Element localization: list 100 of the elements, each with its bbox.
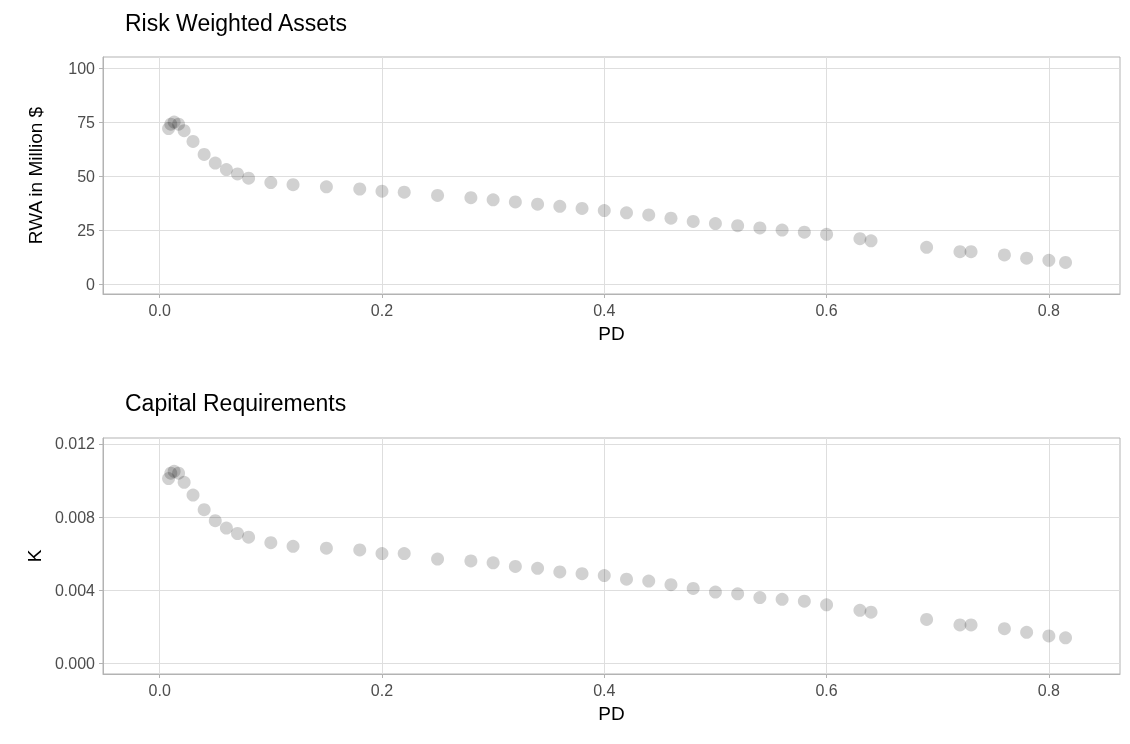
point: [508, 195, 522, 209]
point: [553, 199, 567, 213]
x-tick-label: 0.4: [593, 301, 616, 319]
x-tick-label: 0.0: [148, 301, 171, 319]
x-axis-title: PD: [598, 323, 625, 344]
point: [219, 163, 233, 177]
x-tick-label: 0.6: [815, 301, 838, 319]
y-tick-label: 0.012: [54, 435, 96, 453]
point: [920, 240, 934, 254]
point: [319, 180, 333, 194]
x-tick-label: 0.2: [370, 681, 394, 699]
point: [431, 552, 445, 566]
point: [319, 541, 333, 555]
point: [997, 622, 1011, 636]
point: [375, 184, 389, 198]
point: [664, 578, 678, 592]
point: [397, 185, 411, 199]
point: [575, 201, 589, 215]
point: [731, 587, 745, 601]
point: [375, 547, 389, 561]
point: [353, 543, 367, 557]
point: [820, 227, 834, 241]
point: [731, 219, 745, 233]
y-tick-label: 0.004: [54, 581, 96, 599]
y-tick-label: 0: [86, 275, 96, 293]
point: [286, 539, 300, 553]
point: [686, 581, 700, 595]
point: [797, 225, 811, 239]
point: [920, 612, 934, 626]
point: [597, 204, 611, 218]
point: [686, 214, 700, 228]
point: [219, 521, 233, 535]
point: [508, 559, 522, 573]
x-tick-label: 0.0: [148, 681, 171, 699]
point: [172, 466, 186, 480]
point: [953, 245, 967, 259]
point: [775, 223, 789, 237]
point: [953, 618, 967, 632]
point: [177, 124, 191, 138]
x-tick-label: 0.4: [593, 681, 616, 699]
point: [775, 592, 789, 606]
point: [642, 574, 656, 588]
point: [964, 245, 978, 259]
point: [242, 171, 256, 185]
point: [197, 147, 211, 161]
point: [864, 605, 878, 619]
point: [1020, 625, 1034, 639]
y-tick-label: 0.008: [54, 508, 96, 526]
y-tick-label: 25: [77, 221, 96, 239]
point: [620, 206, 633, 220]
point: [177, 475, 191, 489]
point: [353, 182, 367, 196]
point: [1020, 251, 1034, 265]
point: [464, 554, 478, 568]
point: [864, 234, 878, 248]
point: [575, 567, 589, 581]
chart-title: Risk Weighted Assets: [125, 9, 348, 36]
point: [708, 585, 722, 599]
y-tick-label: 75: [77, 113, 96, 131]
point: [820, 598, 834, 612]
point: [753, 591, 767, 605]
point: [397, 547, 411, 561]
point: [231, 167, 244, 181]
point: [797, 594, 811, 608]
point: [1059, 255, 1073, 269]
y-tick-label: 100: [68, 59, 96, 77]
y-tick-label: 50: [77, 167, 96, 185]
point: [1059, 631, 1073, 645]
point: [208, 514, 222, 528]
point: [197, 503, 211, 517]
point: [553, 565, 567, 579]
point: [853, 232, 867, 246]
chart-title: Capital Requirements: [125, 389, 347, 416]
point: [286, 178, 300, 192]
x-axis-title: PD: [598, 703, 625, 724]
x-tick-label: 0.8: [1037, 301, 1061, 319]
point: [664, 211, 678, 225]
point: [1042, 629, 1056, 643]
y-axis-title: K: [24, 549, 46, 563]
x-tick-label: 0.2: [370, 301, 394, 319]
point: [431, 188, 445, 202]
y-tick-label: 0.000: [54, 654, 96, 672]
point: [208, 156, 222, 170]
point: [486, 556, 500, 570]
point: [642, 208, 656, 222]
point: [186, 134, 200, 148]
point: [464, 191, 478, 205]
point: [753, 221, 767, 235]
point: [486, 193, 500, 207]
point: [708, 217, 722, 231]
point: [1042, 253, 1056, 267]
x-tick-label: 0.6: [815, 681, 838, 699]
point: [231, 527, 244, 540]
point: [620, 572, 633, 586]
point: [597, 569, 611, 583]
point: [242, 530, 256, 544]
point: [264, 536, 278, 550]
y-axis-title: RWA in Million $: [25, 106, 46, 245]
point: [997, 248, 1011, 262]
point: [853, 603, 867, 617]
